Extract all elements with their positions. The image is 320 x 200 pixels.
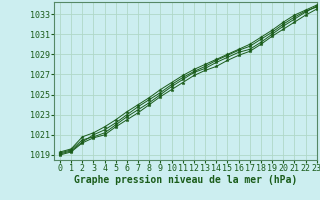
X-axis label: Graphe pression niveau de la mer (hPa): Graphe pression niveau de la mer (hPa) — [74, 175, 297, 185]
